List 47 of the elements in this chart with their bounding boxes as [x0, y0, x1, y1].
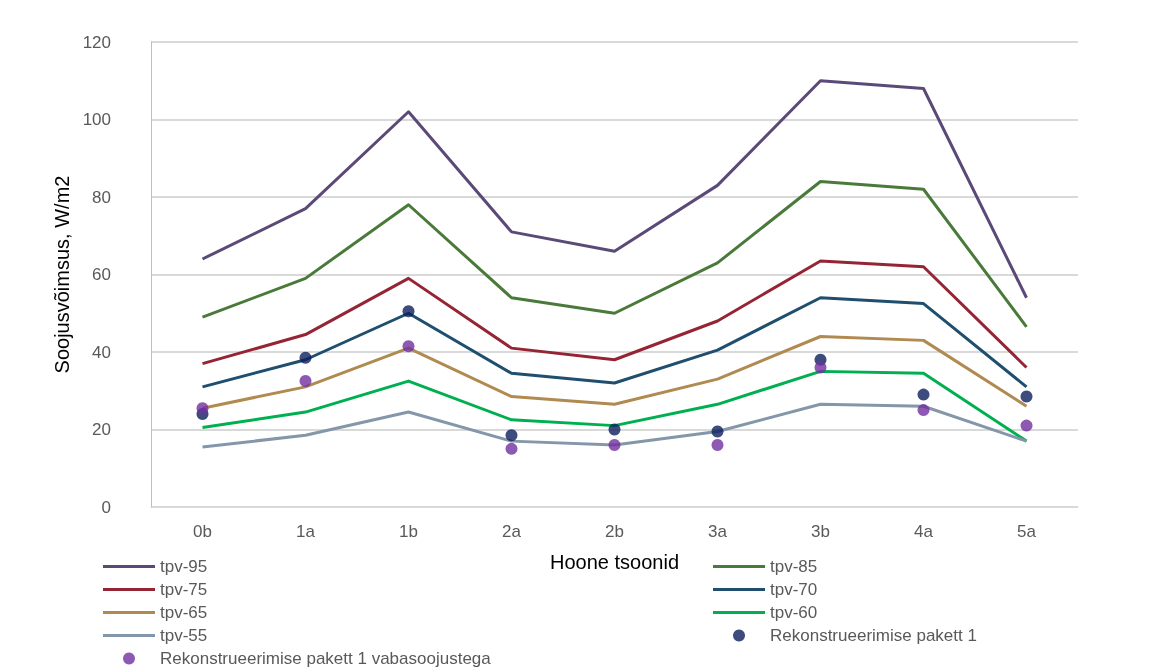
point [917, 404, 930, 417]
legend-label: tpv-75 [160, 580, 208, 599]
x-tick-label: 1b [399, 522, 418, 541]
line-series [201, 296, 1028, 389]
point [608, 439, 621, 451]
line-series [201, 180, 1028, 329]
legend-label: tpv-65 [160, 603, 208, 622]
legend-label: tpv-85 [770, 557, 818, 576]
y-axis-title: Soojusvõimsus, W/m2 [50, 175, 73, 374]
point [1020, 419, 1033, 432]
x-tick-label: 3b [811, 522, 830, 541]
point [711, 439, 724, 451]
legend-label: tpv-60 [770, 603, 818, 622]
y-tick-label: 40 [92, 342, 111, 362]
legend-label: tpv-95 [160, 557, 208, 576]
y-tick-label: 60 [92, 265, 111, 284]
point [196, 402, 209, 415]
legend-label: Rekonstrueerimise pakett 1 vabasoojustega [160, 649, 492, 668]
point [299, 375, 312, 388]
x-axis-title: Hoone tsoonid [550, 551, 679, 573]
x-tick-label: 2a [502, 522, 522, 541]
line-series [201, 259, 1028, 369]
y-tick-label: 120 [82, 32, 111, 52]
point [402, 305, 415, 318]
line-series [201, 79, 1028, 300]
x-tick-label: 0b [193, 522, 212, 541]
point [711, 425, 724, 438]
legend-label: tpv-55 [160, 626, 208, 645]
point [505, 442, 518, 455]
y-tick-label: 100 [82, 110, 111, 129]
y-tick-label: 0 [101, 497, 111, 517]
legend-label: tpv-70 [770, 580, 818, 599]
point [814, 361, 827, 374]
y-tick-label: 80 [92, 187, 111, 207]
y-tick-label: 20 [92, 420, 111, 439]
point [608, 423, 621, 436]
x-tick-label: 5a [1017, 522, 1037, 541]
point [505, 429, 518, 442]
point [917, 388, 930, 401]
legend-label: Rekonstrueerimise pakett 1 [770, 626, 977, 645]
point [402, 340, 415, 353]
x-tick-label: 4a [914, 522, 934, 541]
point [299, 351, 312, 364]
x-tick-label: 1a [296, 522, 316, 541]
x-tick-label: 3a [708, 522, 728, 541]
point [1020, 390, 1033, 403]
x-tick-label: 2b [605, 522, 624, 541]
